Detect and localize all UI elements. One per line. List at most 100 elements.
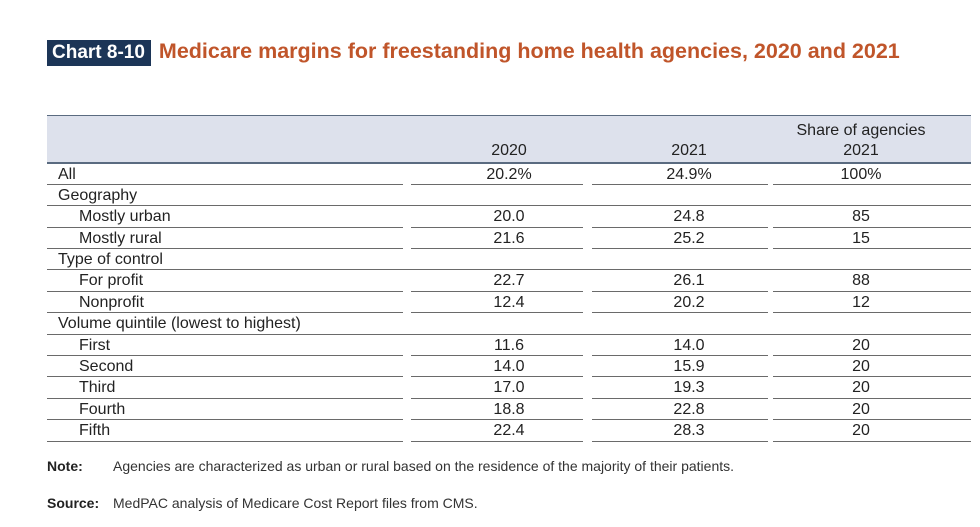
cell-2021: 22.8 <box>673 400 705 418</box>
row-rule <box>47 397 403 399</box>
cell-2020: 20.0 <box>493 208 525 226</box>
table-row: Second 14.0 15.9 20 <box>47 356 971 378</box>
cell-2020: 21.6 <box>493 229 525 247</box>
source-label: Source: <box>47 495 100 511</box>
table-row: Fifth 22.4 28.3 20 <box>47 420 971 442</box>
cell-2021: 28.3 <box>673 422 705 440</box>
row-label: All <box>58 165 76 183</box>
row-rule <box>411 440 583 442</box>
row-label: Mostly urban <box>79 208 171 226</box>
row-rule <box>773 440 971 442</box>
table-row: Mostly rural 21.6 25.2 15 <box>47 228 971 250</box>
row-rule <box>411 183 583 185</box>
row-label: Fourth <box>79 400 126 418</box>
cell-2020: 22.7 <box>493 272 525 290</box>
chart-number-tag: Chart 8-10 <box>47 40 151 66</box>
table-row: All 20.2% 24.9% 100% <box>47 164 971 185</box>
row-rule <box>592 226 768 228</box>
chart-title-text: Medicare margins for freestanding home h… <box>158 39 900 63</box>
cell-2021: 25.2 <box>673 229 705 247</box>
row-rule <box>411 376 583 378</box>
row-rule <box>592 183 768 185</box>
row-rule <box>411 355 583 357</box>
row-rule <box>47 183 403 185</box>
cell-2021: 14.0 <box>673 336 705 354</box>
header-share-line1: Share of agencies <box>796 122 926 139</box>
row-rule <box>47 333 971 335</box>
row-rule <box>773 397 971 399</box>
table-row: First 11.6 14.0 20 <box>47 335 971 357</box>
row-label: Volume quintile (lowest to highest) <box>58 315 301 333</box>
cell-2020: 17.0 <box>493 379 525 397</box>
row-rule <box>592 248 768 250</box>
table-row: Mostly urban 20.0 24.8 85 <box>47 206 971 228</box>
table-row: Fourth 18.8 22.8 20 <box>47 399 971 421</box>
header-2021: 2021 <box>671 142 707 159</box>
note: Note: Agencies are characterized as urban… <box>47 458 947 474</box>
row-rule <box>773 376 971 378</box>
header-share-line2: 2021 <box>843 142 879 159</box>
table-row: Geography <box>47 185 971 207</box>
row-rule <box>411 312 583 314</box>
chart-title: Chart 8-10 Medicare margins for freestand… <box>47 38 947 66</box>
row-rule <box>592 440 768 442</box>
row-rule <box>592 355 768 357</box>
table-row: Third 17.0 19.3 20 <box>47 377 971 399</box>
cell-2021: 24.8 <box>673 208 705 226</box>
source-text: MedPAC analysis of Medicare Cost Report … <box>113 495 478 511</box>
row-rule <box>47 376 403 378</box>
row-rule <box>411 226 583 228</box>
row-label: Nonprofit <box>79 293 144 311</box>
cell-2021: 24.9% <box>666 165 712 183</box>
cell-2020: 20.2% <box>486 165 532 183</box>
row-rule <box>47 355 403 357</box>
row-label: Fifth <box>79 422 111 440</box>
row-rule <box>47 440 403 442</box>
row-rule <box>47 226 403 228</box>
row-rule <box>773 226 971 228</box>
table-body: All 20.2% 24.9% 100% Geography Mostly urban 20… <box>47 164 971 442</box>
cell-share: 88 <box>852 272 870 290</box>
row-label: Geography <box>58 186 138 204</box>
row-rule <box>773 290 971 292</box>
cell-2021: 19.3 <box>673 379 705 397</box>
row-label: Mostly rural <box>79 229 162 247</box>
row-rule <box>773 355 971 357</box>
row-rule <box>47 290 403 292</box>
cell-2020: 22.4 <box>493 422 525 440</box>
row-rule <box>47 205 971 207</box>
cell-2021: 20.2 <box>673 293 705 311</box>
margins-table: 2020 2021 Share of agencies 2021 All 20.2… <box>47 115 971 442</box>
row-label: For profit <box>79 272 144 290</box>
row-rule <box>411 248 583 250</box>
row-rule <box>592 290 768 292</box>
row-label: Second <box>79 358 134 376</box>
cell-share: 85 <box>852 208 870 226</box>
cell-share: 12 <box>852 293 870 311</box>
table-row: For profit 22.7 26.1 88 <box>47 270 971 292</box>
table-row: Type of control <box>47 249 971 271</box>
cell-2021: 15.9 <box>673 358 705 376</box>
cell-2020: 11.6 <box>494 336 524 354</box>
cell-share: 100% <box>840 165 882 183</box>
table-header: 2020 2021 Share of agencies 2021 <box>47 115 971 162</box>
row-label: Type of control <box>58 251 163 269</box>
row-rule <box>592 419 768 421</box>
row-rule <box>773 183 971 185</box>
row-rule <box>411 290 583 292</box>
table-row: Nonprofit 12.4 20.2 12 <box>47 292 971 314</box>
row-rule <box>773 419 971 421</box>
row-rule <box>592 312 768 314</box>
row-rule <box>47 312 403 314</box>
cell-2020: 14.0 <box>493 358 525 376</box>
cell-share: 20 <box>852 358 870 376</box>
cell-2020: 12.4 <box>493 293 525 311</box>
note-label: Note: <box>47 458 83 474</box>
row-rule <box>47 248 403 250</box>
cell-share: 20 <box>852 400 870 418</box>
cell-share: 20 <box>852 379 870 397</box>
row-rule <box>47 419 403 421</box>
table-row: Volume quintile (lowest to highest) <box>47 313 971 335</box>
row-label: First <box>79 336 111 354</box>
row-rule <box>592 397 768 399</box>
